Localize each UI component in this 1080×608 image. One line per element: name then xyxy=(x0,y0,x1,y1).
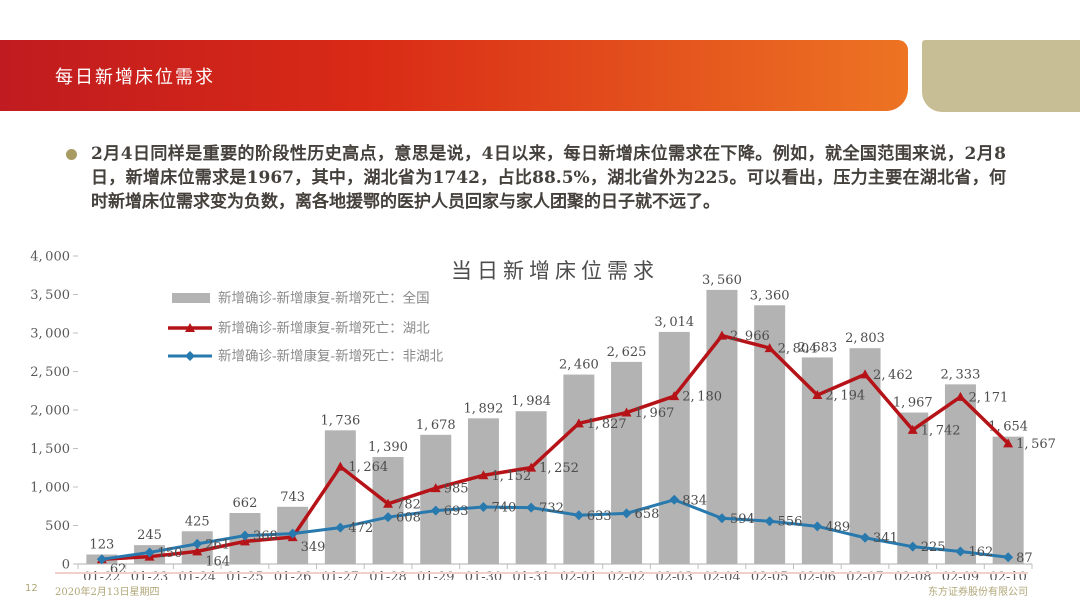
svg-text:341: 341 xyxy=(873,531,898,546)
svg-text:2, 000: 2, 000 xyxy=(30,404,70,419)
header-banner: 每日新增床位需求 xyxy=(0,40,908,111)
svg-text:2, 333: 2, 333 xyxy=(941,367,981,382)
svg-text:87: 87 xyxy=(1016,551,1033,566)
svg-text:2, 625: 2, 625 xyxy=(607,345,647,360)
svg-text:594: 594 xyxy=(730,512,755,527)
svg-text:2, 460: 2, 460 xyxy=(559,358,599,373)
svg-text:2, 171: 2, 171 xyxy=(968,390,1008,405)
svg-text:261: 261 xyxy=(205,537,230,552)
combo-chart-svg: 0 500 1, 000 1, 500 2, 000 2, 500 3, 000 3, 500… xyxy=(30,250,1056,586)
page-number: 12 xyxy=(25,583,38,594)
svg-text:245: 245 xyxy=(137,528,162,543)
svg-text:608: 608 xyxy=(396,511,421,526)
svg-text:782: 782 xyxy=(396,497,421,512)
svg-text:新增确诊-新增康复-新增死亡：非湖北: 新增确诊-新增康复-新增死亡：非湖北 xyxy=(218,348,444,365)
svg-text:2, 462: 2, 462 xyxy=(873,368,913,383)
svg-text:3, 360: 3, 360 xyxy=(750,288,790,303)
svg-text:新增确诊-新增康复-新增死亡：全国: 新增确诊-新增康复-新增死亡：全国 xyxy=(218,290,430,307)
svg-text:500: 500 xyxy=(45,519,70,534)
svg-text:123: 123 xyxy=(89,538,114,553)
svg-text:662: 662 xyxy=(233,496,258,511)
svg-text:349: 349 xyxy=(301,540,326,555)
svg-text:1, 742: 1, 742 xyxy=(921,423,961,438)
svg-text:225: 225 xyxy=(921,540,946,555)
svg-text:834: 834 xyxy=(682,493,707,508)
svg-text:2, 683: 2, 683 xyxy=(797,340,837,355)
svg-text:2, 500: 2, 500 xyxy=(30,365,70,380)
svg-text:3, 560: 3, 560 xyxy=(702,273,742,288)
svg-text:1, 827: 1, 827 xyxy=(587,417,627,432)
svg-text:633: 633 xyxy=(587,509,612,524)
svg-text:368: 368 xyxy=(253,529,278,544)
svg-text:4, 000: 4, 000 xyxy=(30,250,70,265)
svg-text:164: 164 xyxy=(205,554,230,569)
bullet-text: 2月4日同样是重要的阶段性历史高点，意思是说，4日以来，每日新增床位需求在下降。… xyxy=(91,144,1006,212)
svg-text:1, 967: 1, 967 xyxy=(893,396,933,411)
svg-text:150: 150 xyxy=(158,546,183,561)
svg-text:62: 62 xyxy=(110,562,127,577)
header-accent-block xyxy=(922,40,1080,112)
svg-text:1, 967: 1, 967 xyxy=(635,406,675,421)
svg-text:3, 014: 3, 014 xyxy=(654,315,694,330)
svg-text:1, 984: 1, 984 xyxy=(511,394,551,409)
svg-text:1, 252: 1, 252 xyxy=(539,461,579,476)
bullet-icon xyxy=(66,149,77,160)
legend: 新增确诊-新增康复-新增死亡：全国新增确诊-新增康复-新增死亡：湖北新增确诊-新… xyxy=(168,290,444,365)
svg-text:1, 736: 1, 736 xyxy=(320,413,360,428)
page-title: 每日新增床位需求 xyxy=(55,66,215,88)
svg-text:556: 556 xyxy=(778,515,803,530)
svg-text:743: 743 xyxy=(280,490,305,505)
svg-text:472: 472 xyxy=(348,521,373,536)
svg-text:2, 804: 2, 804 xyxy=(778,342,818,357)
y-axis: 0 500 1, 000 1, 500 2, 000 2, 500 3, 000 3, 500… xyxy=(30,250,78,573)
chart-title: 当日新增床位需求 xyxy=(451,259,659,283)
svg-text:0: 0 xyxy=(62,558,70,573)
svg-text:1, 000: 1, 000 xyxy=(30,481,70,496)
svg-text:1, 264: 1, 264 xyxy=(348,460,388,475)
svg-text:489: 489 xyxy=(825,520,850,535)
footer-date: 2020年2月13日星期四 xyxy=(55,587,160,598)
svg-text:新增确诊-新增康复-新增死亡：湖北: 新增确诊-新增康复-新增死亡：湖北 xyxy=(218,320,430,337)
footer-separator xyxy=(55,572,1028,574)
svg-text:1, 678: 1, 678 xyxy=(416,418,456,433)
svg-text:2, 180: 2, 180 xyxy=(682,390,722,405)
svg-text:425: 425 xyxy=(185,514,210,529)
svg-text:732: 732 xyxy=(539,501,564,516)
national-bars: 123 245 425 662 743 1, 736 1, 390 1, 678 1, 892 1… xyxy=(86,273,1028,564)
svg-text:1, 500: 1, 500 xyxy=(30,442,70,457)
svg-text:1, 654: 1, 654 xyxy=(988,420,1028,435)
svg-text:2, 803: 2, 803 xyxy=(845,331,885,346)
svg-text:3, 500: 3, 500 xyxy=(30,288,70,303)
svg-text:1, 892: 1, 892 xyxy=(464,401,504,416)
svg-text:3, 000: 3, 000 xyxy=(30,327,70,342)
footer-company: 东方证券股份有限公司 xyxy=(928,587,1028,598)
svg-text:693: 693 xyxy=(444,504,469,519)
svg-text:2, 966: 2, 966 xyxy=(730,329,770,344)
bullet-paragraph: 2月4日同样是重要的阶段性历史高点，意思是说，4日以来，每日新增床位需求在下降。… xyxy=(66,142,1016,214)
svg-text:1, 152: 1, 152 xyxy=(491,469,531,484)
svg-text:1, 567: 1, 567 xyxy=(1016,437,1056,452)
svg-text:162: 162 xyxy=(968,545,993,560)
svg-text:1, 390: 1, 390 xyxy=(368,440,408,455)
svg-text:740: 740 xyxy=(491,501,516,516)
svg-text:985: 985 xyxy=(444,482,469,497)
svg-text:658: 658 xyxy=(635,507,660,522)
svg-text:2, 194: 2, 194 xyxy=(825,389,865,404)
nonhubei-line: 150 261 368 472 608 693 740 732 633 658 834 594 556 4… xyxy=(96,493,1033,566)
hubei-line: 62 164 349 1, 264 782 985 1, 152 1, 252 1, 827 1,… xyxy=(96,329,1056,577)
chart: 0 500 1, 000 1, 500 2, 000 2, 500 3, 000 3, 500… xyxy=(18,246,1062,586)
